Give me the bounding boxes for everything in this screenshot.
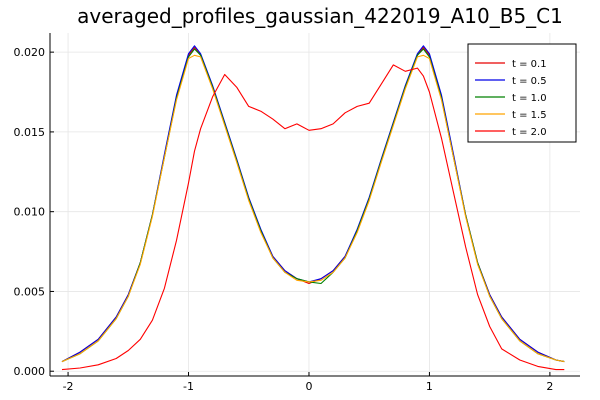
legend-box <box>467 43 577 143</box>
axes: -2 -1 0 1 2 0.000 0.005 0.010 0.015 0.020 <box>14 33 580 393</box>
series-layer <box>61 45 565 371</box>
y-tick-label: 0.005 <box>14 285 46 298</box>
y-tick-label: 0.010 <box>14 206 46 219</box>
legend: t = 0.1 t = 0.5 t = 1.0 t = 1.5 t = 2.0 <box>467 43 577 143</box>
x-tick-label: 2 <box>546 380 553 393</box>
y-tick-label: 0.020 <box>14 46 46 59</box>
chart-title: averaged_profiles_gaussian_422019_A10_B5… <box>77 4 563 28</box>
x-tick-label: 0 <box>305 380 312 393</box>
y-tick-label: 0.000 <box>14 365 46 378</box>
series-line-5 <box>61 64 565 371</box>
x-tick-label: 1 <box>426 380 433 393</box>
series-line-4 <box>61 54 565 363</box>
legend-label: t = 1.5 <box>512 110 547 121</box>
x-tick-label: -1 <box>183 380 194 393</box>
x-tick-label: -2 <box>63 380 74 393</box>
y-tick-label: 0.015 <box>14 126 46 139</box>
legend-label: t = 0.5 <box>512 76 547 87</box>
legend-label: t = 0.1 <box>512 59 547 70</box>
legend-label: t = 2.0 <box>512 127 547 138</box>
legend-label: t = 1.0 <box>512 93 547 104</box>
